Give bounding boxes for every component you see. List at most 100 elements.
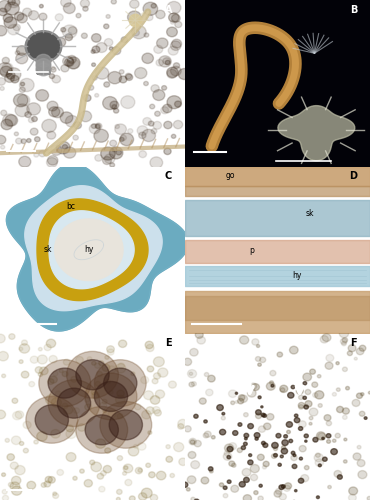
Circle shape (182, 482, 188, 488)
Circle shape (287, 430, 290, 434)
Circle shape (68, 26, 77, 34)
Circle shape (21, 139, 26, 143)
Circle shape (238, 398, 244, 404)
Circle shape (178, 68, 191, 80)
Circle shape (156, 60, 164, 66)
Circle shape (144, 82, 148, 86)
Circle shape (41, 51, 54, 62)
Circle shape (74, 122, 81, 128)
Circle shape (95, 123, 102, 129)
Circle shape (258, 454, 264, 460)
Circle shape (164, 122, 172, 128)
Circle shape (107, 346, 114, 352)
Circle shape (191, 460, 199, 468)
Circle shape (91, 390, 97, 395)
Circle shape (189, 372, 193, 376)
Circle shape (115, 124, 120, 128)
Circle shape (232, 464, 236, 467)
Circle shape (47, 101, 58, 111)
Circle shape (178, 420, 188, 428)
Circle shape (291, 386, 295, 388)
Circle shape (248, 424, 253, 428)
Circle shape (91, 124, 97, 128)
Circle shape (97, 372, 102, 376)
Circle shape (157, 38, 168, 48)
Circle shape (270, 381, 273, 384)
Circle shape (39, 13, 47, 20)
Circle shape (142, 130, 155, 141)
Circle shape (105, 356, 109, 360)
Circle shape (166, 444, 170, 448)
Circle shape (342, 338, 347, 342)
Circle shape (76, 356, 83, 364)
Circle shape (141, 376, 149, 384)
Circle shape (229, 442, 236, 450)
Circle shape (108, 410, 116, 418)
Circle shape (25, 30, 62, 62)
Circle shape (47, 156, 58, 165)
Circle shape (324, 414, 331, 421)
Circle shape (357, 446, 361, 449)
Circle shape (148, 121, 154, 126)
Circle shape (359, 411, 365, 416)
Circle shape (343, 367, 347, 372)
Circle shape (171, 66, 181, 76)
Circle shape (59, 369, 63, 372)
Circle shape (48, 368, 81, 398)
Circle shape (150, 396, 160, 404)
Circle shape (16, 53, 28, 64)
Circle shape (322, 334, 331, 342)
Circle shape (92, 63, 95, 66)
Circle shape (97, 474, 104, 479)
Circle shape (168, 46, 178, 55)
Circle shape (85, 415, 118, 445)
Circle shape (339, 330, 349, 338)
Circle shape (249, 454, 252, 456)
Circle shape (25, 112, 31, 117)
Circle shape (62, 144, 68, 150)
Circle shape (245, 438, 247, 440)
Circle shape (335, 434, 340, 438)
Point (132, 16, 138, 24)
Circle shape (37, 41, 48, 51)
Circle shape (337, 406, 343, 412)
Circle shape (309, 422, 312, 425)
Text: p: p (250, 246, 255, 255)
Circle shape (187, 476, 196, 484)
Circle shape (11, 476, 21, 484)
Circle shape (344, 438, 347, 441)
Circle shape (29, 382, 35, 386)
Text: hy: hy (84, 245, 94, 254)
Text: E: E (165, 338, 172, 348)
Circle shape (184, 358, 192, 366)
Circle shape (40, 367, 48, 375)
Circle shape (125, 480, 132, 486)
Circle shape (239, 395, 248, 402)
Circle shape (46, 395, 56, 404)
Circle shape (179, 458, 187, 466)
Circle shape (104, 368, 137, 398)
Circle shape (3, 14, 13, 22)
Circle shape (286, 422, 293, 428)
Circle shape (299, 426, 303, 430)
Circle shape (299, 395, 303, 400)
Text: bc: bc (66, 202, 75, 211)
Circle shape (78, 424, 86, 432)
Circle shape (17, 46, 27, 56)
Circle shape (343, 460, 347, 463)
Circle shape (165, 60, 170, 65)
Text: hy: hy (292, 271, 302, 280)
Circle shape (30, 128, 38, 135)
Text: D: D (349, 172, 357, 181)
Circle shape (279, 485, 284, 490)
Circle shape (299, 421, 306, 428)
Circle shape (121, 37, 128, 43)
Circle shape (248, 460, 253, 465)
Circle shape (263, 443, 268, 448)
Circle shape (310, 369, 316, 374)
Circle shape (316, 432, 325, 440)
Circle shape (110, 140, 117, 146)
Circle shape (298, 402, 305, 408)
Text: sk: sk (44, 245, 52, 254)
Circle shape (71, 376, 77, 382)
